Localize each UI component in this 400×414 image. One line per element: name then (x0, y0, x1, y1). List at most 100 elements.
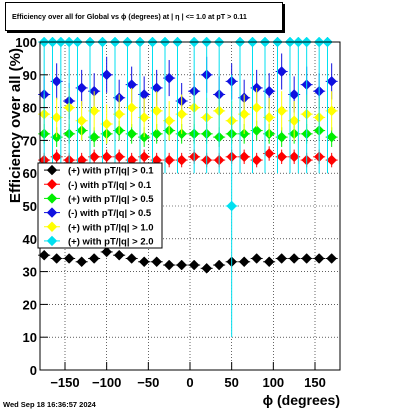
data-point (263, 112, 275, 123)
data-point (288, 89, 300, 100)
data-point (51, 253, 63, 264)
legend-label: (-) with pT/|q| > 0.1 (68, 180, 152, 191)
legend-label: (-) with pT/|q| > 0.5 (68, 208, 152, 219)
data-point (226, 200, 238, 212)
data-point (163, 154, 175, 166)
legend-marker (46, 164, 58, 176)
y-tick-label: 80 (23, 101, 37, 116)
data-point (101, 246, 113, 258)
series-4 (38, 87, 338, 144)
data-point (251, 253, 263, 264)
data-point (126, 128, 138, 140)
data-point (176, 108, 188, 120)
data-point (51, 151, 63, 163)
x-tick-label: 50 (224, 375, 238, 390)
data-point (138, 112, 150, 123)
x-tick-label: −50 (137, 375, 159, 390)
data-point (51, 76, 63, 87)
data-point (51, 112, 63, 123)
y-tick-label: 40 (23, 232, 37, 247)
data-point (88, 253, 100, 264)
data-point (238, 108, 250, 120)
legend-label: (+) with pT/|q| > 0.5 (68, 194, 154, 205)
data-point (126, 253, 138, 264)
data-point (88, 105, 100, 117)
data-point (301, 253, 313, 264)
x-tick-label: −150 (50, 375, 79, 390)
x-tick-label: 100 (262, 375, 284, 390)
x-axis-label: ϕ (degrees) (263, 392, 340, 408)
data-point (276, 105, 288, 117)
data-point (163, 115, 175, 127)
legend-marker (46, 207, 58, 218)
data-point (326, 154, 338, 166)
data-point (326, 253, 338, 264)
y-tick-label: 30 (23, 265, 37, 280)
data-point (151, 256, 163, 268)
legend-label: (+) with pT/|q| > 1.0 (68, 222, 154, 233)
data-point (63, 253, 75, 264)
data-point (138, 151, 150, 163)
data-point (101, 118, 113, 130)
data-point (313, 253, 325, 264)
data-point (176, 154, 188, 166)
data-point (151, 105, 163, 117)
data-point (76, 115, 88, 127)
data-point (288, 151, 300, 163)
data-point (326, 131, 338, 143)
y-tick-label: 90 (23, 68, 37, 83)
legend: (+) with pT/|q| > 0.1 (-) with pT/|q| > 0… (37, 162, 163, 249)
data-point (138, 256, 150, 268)
y-axis-label: Efficiency over all (%) (7, 48, 24, 203)
data-point (151, 128, 163, 140)
legend-label: (+) with pT/|q| > 0.1 (68, 166, 154, 177)
data-point (38, 249, 50, 261)
data-point (113, 249, 125, 261)
data-point (288, 115, 300, 127)
data-point (251, 154, 263, 166)
legend-marker (46, 221, 58, 232)
legend-label: (+) with pT/|q| > 2.0 (68, 236, 154, 247)
data-point (326, 76, 338, 87)
footer-timestamp: Wed Sep 18 16:36:57 2024 (3, 400, 96, 409)
x-tick-label: 150 (304, 375, 326, 390)
data-point (276, 151, 288, 163)
y-tick-label: 10 (23, 330, 37, 345)
data-point (276, 253, 288, 264)
data-point (113, 108, 125, 120)
data-point (126, 102, 138, 113)
data-point (176, 259, 188, 271)
data-point (263, 256, 275, 268)
data-point (326, 105, 338, 117)
y-tick-label: 100 (15, 35, 37, 50)
legend-marker (46, 235, 58, 247)
y-tick-label: 20 (23, 297, 37, 312)
data-point (238, 256, 250, 268)
legend-box (37, 162, 163, 249)
legend-marker (46, 179, 58, 190)
data-point (76, 256, 88, 268)
chart-title: Efficiency over all for Global vs ϕ (deg… (12, 12, 247, 21)
data-point (276, 131, 288, 143)
x-tick-label: −100 (92, 375, 121, 390)
data-point (76, 82, 88, 94)
data-point (213, 259, 225, 271)
data-point (263, 148, 275, 159)
data-point (88, 131, 100, 143)
data-point (163, 259, 175, 271)
data-point (276, 66, 288, 77)
data-point (163, 72, 175, 84)
data-point (113, 151, 125, 163)
legend-marker (46, 193, 58, 204)
data-point (238, 151, 250, 163)
chart-title-box: Efficiency over all for Global vs ϕ (deg… (5, 2, 283, 31)
data-point (101, 69, 113, 81)
y-tick-label: 50 (23, 199, 37, 214)
y-tick-label: 70 (23, 133, 37, 148)
data-point (101, 151, 113, 163)
data-point (251, 125, 263, 136)
data-point (201, 262, 213, 274)
x-tick-label: 0 (186, 375, 193, 390)
data-point (263, 85, 275, 97)
